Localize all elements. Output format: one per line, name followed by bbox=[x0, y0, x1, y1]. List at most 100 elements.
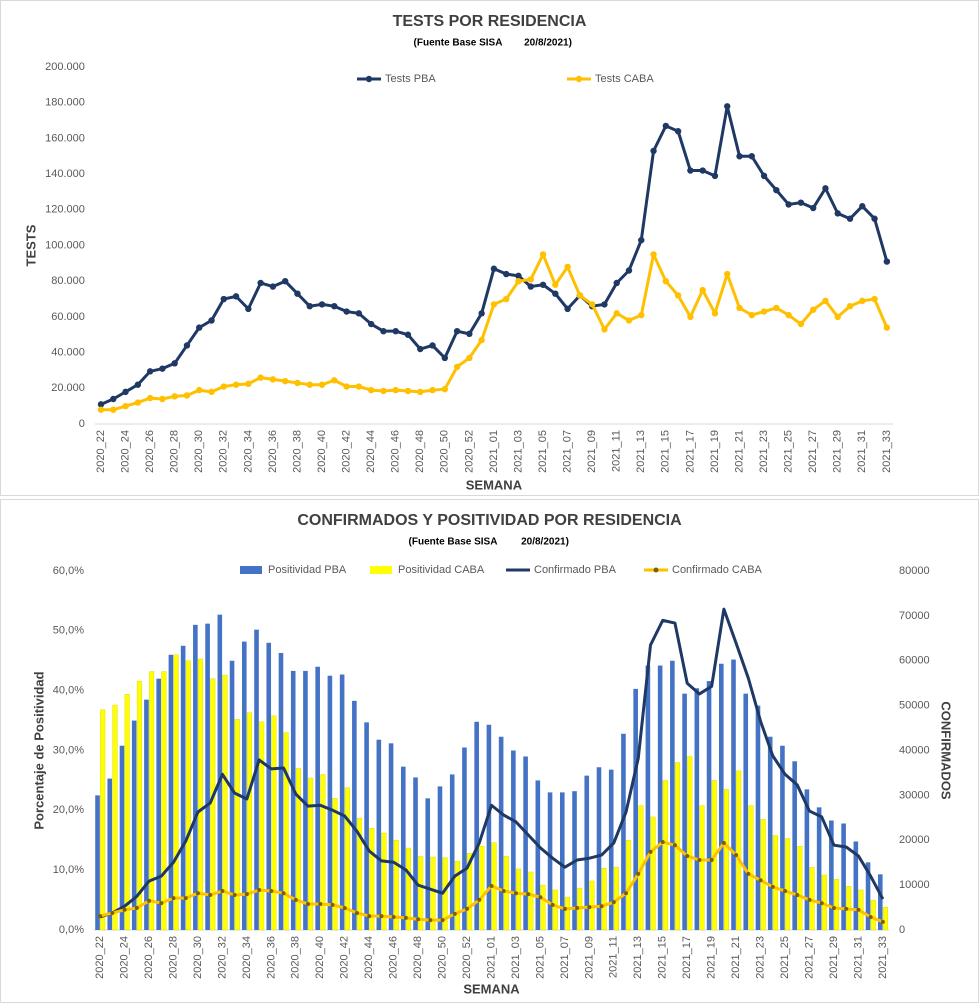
marker bbox=[331, 377, 338, 384]
bar bbox=[608, 769, 614, 930]
chart-title: CONFIRMADOS Y POSITIVIDAD POR RESIDENCIA bbox=[297, 512, 682, 529]
legend-label: Tests PBA bbox=[385, 73, 436, 85]
x-tick-label: 2020_42 bbox=[339, 936, 351, 979]
marker bbox=[490, 301, 498, 308]
x-tick-label: 2020_32 bbox=[218, 430, 230, 473]
y-tick-label: 100.000 bbox=[45, 239, 85, 251]
chart-subtitle: (Fuente Base SISA bbox=[414, 38, 503, 49]
x-tick-label: 2020_42 bbox=[340, 430, 352, 473]
bar bbox=[516, 868, 522, 931]
marker bbox=[343, 383, 350, 390]
marker bbox=[859, 203, 866, 210]
x-axis-title: SEMANA bbox=[466, 477, 523, 492]
marker bbox=[440, 918, 445, 923]
marker bbox=[147, 898, 152, 903]
bar bbox=[596, 767, 602, 930]
marker bbox=[97, 406, 105, 413]
marker bbox=[208, 388, 215, 396]
marker bbox=[355, 383, 363, 390]
bar bbox=[699, 805, 705, 931]
marker bbox=[367, 914, 372, 919]
bar bbox=[645, 665, 651, 930]
x-tick-label: 2020_24 bbox=[118, 936, 130, 979]
bar bbox=[834, 878, 840, 931]
x-tick-label: 2021_33 bbox=[881, 430, 893, 473]
marker bbox=[562, 906, 567, 911]
bar bbox=[100, 709, 106, 931]
bar bbox=[853, 841, 859, 930]
marker bbox=[183, 392, 191, 399]
marker bbox=[834, 210, 841, 217]
bar bbox=[369, 828, 375, 931]
bar bbox=[718, 663, 724, 930]
bar bbox=[156, 678, 161, 930]
bar bbox=[376, 739, 382, 930]
marker bbox=[724, 103, 731, 110]
y-tick-label: 120.000 bbox=[45, 204, 85, 216]
marker bbox=[416, 917, 421, 922]
marker bbox=[846, 302, 854, 310]
bar bbox=[621, 733, 626, 930]
chart-subtitle: 20/8/2021) bbox=[521, 537, 569, 548]
x-tick-label: 2020_22 bbox=[95, 430, 107, 473]
bar bbox=[234, 719, 240, 931]
legend-label: Confirmado CABA bbox=[672, 564, 763, 576]
marker bbox=[257, 374, 264, 381]
x-tick-label: 2021_13 bbox=[635, 430, 647, 473]
y2-tick-label: 60000 bbox=[899, 655, 930, 667]
bar bbox=[633, 688, 638, 930]
x-tick-label: 2020_28 bbox=[167, 936, 179, 979]
marker bbox=[331, 302, 338, 310]
marker bbox=[417, 388, 424, 396]
legend-label: Tests CABA bbox=[595, 73, 654, 85]
bar bbox=[785, 838, 791, 931]
marker bbox=[625, 317, 633, 324]
marker bbox=[441, 354, 449, 362]
bar bbox=[723, 789, 729, 931]
marker bbox=[294, 379, 301, 387]
marker bbox=[452, 911, 457, 916]
bar bbox=[865, 862, 871, 930]
marker bbox=[134, 381, 142, 388]
y-tick-label: 30,0% bbox=[53, 744, 84, 756]
marker bbox=[709, 857, 714, 862]
x-tick-label: 2020_50 bbox=[439, 430, 451, 473]
bar bbox=[161, 671, 167, 931]
marker bbox=[527, 276, 534, 283]
bar bbox=[772, 835, 778, 931]
x-tick-label: 2021_13 bbox=[632, 936, 644, 979]
bar bbox=[706, 681, 712, 930]
marker bbox=[660, 840, 665, 845]
marker bbox=[220, 888, 225, 893]
bar bbox=[295, 768, 301, 931]
marker bbox=[613, 279, 620, 287]
x-tick-label: 2021_17 bbox=[681, 936, 693, 979]
bar bbox=[217, 614, 223, 930]
marker bbox=[538, 895, 543, 900]
bar bbox=[511, 750, 516, 930]
marker bbox=[342, 906, 347, 911]
x-tick-label: 2020_28 bbox=[169, 430, 181, 473]
x-tick-label: 2020_22 bbox=[94, 936, 106, 979]
marker bbox=[711, 172, 719, 180]
y-tick-label: 180.000 bbox=[45, 97, 85, 109]
bar bbox=[364, 722, 369, 930]
x-tick-label: 2021_29 bbox=[832, 430, 844, 473]
x-tick-label: 2021_25 bbox=[783, 430, 795, 473]
marker bbox=[721, 840, 726, 845]
bar bbox=[352, 700, 357, 930]
y2-tick-label: 40000 bbox=[899, 744, 930, 756]
x-tick-label: 2021_11 bbox=[611, 430, 623, 472]
x-tick-label: 2021_07 bbox=[559, 936, 571, 979]
marker bbox=[809, 204, 817, 212]
y2-tick-label: 70000 bbox=[899, 610, 930, 622]
y-tick-label: 20.000 bbox=[51, 382, 85, 394]
marker bbox=[552, 290, 559, 297]
marker bbox=[760, 308, 768, 315]
marker bbox=[834, 313, 841, 321]
y2-tick-label: 30000 bbox=[899, 789, 930, 801]
bar bbox=[168, 654, 174, 930]
x-tick-label: 2020_36 bbox=[265, 936, 277, 979]
y-tick-label: 10,0% bbox=[53, 864, 84, 876]
bar bbox=[882, 907, 888, 931]
